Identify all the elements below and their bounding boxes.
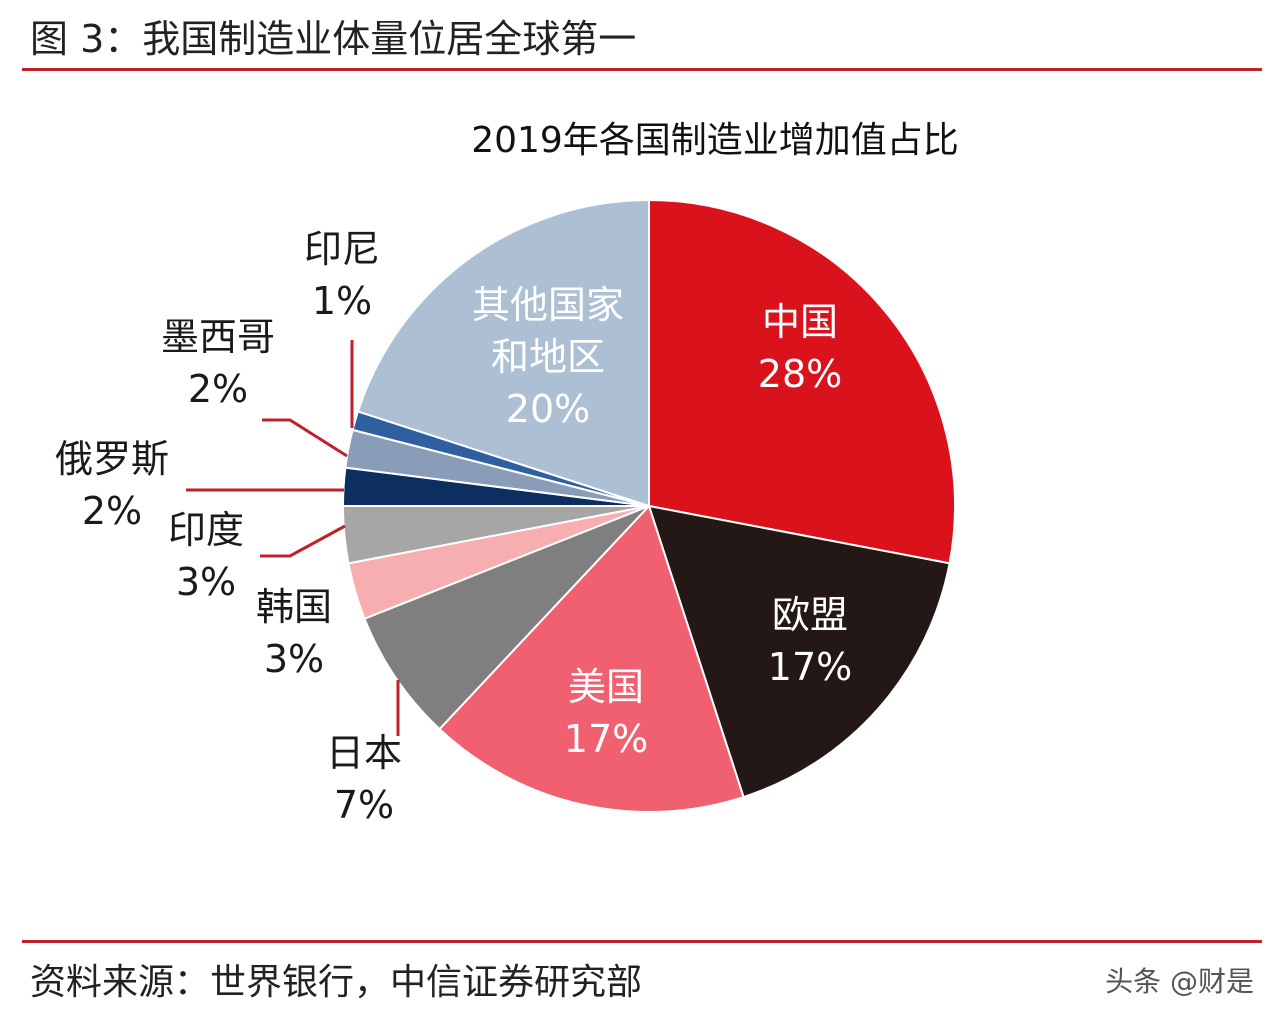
slice-name-6: 俄罗斯 [55, 437, 169, 481]
slice-label-7: 墨西哥 2% [161, 315, 275, 411]
slice-label-6: 俄罗斯 2% [55, 437, 169, 533]
bottom-divider [22, 940, 1262, 943]
slice-label-3: 日本 7% [326, 731, 402, 827]
slice-name-7: 墨西哥 [161, 315, 275, 359]
slice-percent-9: 20% [506, 387, 590, 431]
slice-percent-4: 3% [264, 637, 324, 681]
slice-percent-0: 28% [758, 352, 842, 396]
pie-slice-3 [363, 505, 650, 731]
pie-slice-1 [647, 504, 951, 799]
slice-name-1: 欧盟 [772, 593, 848, 637]
slice-name-3: 日本 [326, 731, 402, 775]
top-divider [22, 68, 1262, 71]
slice-percent-8: 1% [312, 279, 372, 323]
leader-line-7 [262, 418, 348, 458]
slice-percent-5: 3% [176, 560, 236, 604]
slice-percent-2: 17% [564, 717, 648, 761]
slice-percent-3: 7% [334, 783, 394, 827]
slice-name-9: 和地区 [491, 335, 605, 379]
pie-slices [341, 198, 956, 813]
pie-slice-9 [356, 198, 650, 508]
pie-chart: 2019年各国制造业增加值占比 中国 28%欧盟 17%美国 17%日本 7%韩国 3%印… [55, 120, 959, 827]
slice-name-8: 印尼 [304, 227, 380, 271]
slice-name-0: 中国 [762, 300, 838, 344]
slice-label-8: 印尼 1% [304, 227, 380, 323]
slice-label-4: 韩国 3% [256, 585, 332, 681]
leader-lines [186, 340, 400, 736]
slice-name-2: 美国 [568, 665, 644, 709]
slice-labels: 中国 28% 欧盟 17% 美国 17% 日本 7% 韩国 3% 印度 3% 俄罗斯 2% 墨西哥 2% 印尼 1… [55, 227, 852, 827]
slice-label-5: 印度 3% [168, 508, 244, 604]
slice-percent-7: 2% [188, 367, 248, 411]
leader-line-5 [260, 524, 346, 558]
slice-name-9: 其他国家 [472, 283, 624, 327]
pie-slice-0 [648, 198, 956, 565]
slice-label-0: 中国 28% [758, 300, 842, 396]
watermark: 头条 @财是 [1105, 965, 1254, 998]
pie-slice-2 [438, 504, 745, 813]
slice-percent-6: 2% [82, 489, 142, 533]
slice-label-1: 欧盟 17% [768, 593, 852, 689]
chart-title: 2019年各国制造业增加值占比 [471, 120, 959, 161]
slice-name-5: 印度 [168, 508, 244, 552]
slice-name-4: 韩国 [256, 585, 332, 629]
slice-label-9: 其他国家和地区 20% [472, 283, 624, 431]
slice-label-2: 美国 17% [564, 665, 648, 761]
figure-title: 图 3：我国制造业体量位居全球第一 [30, 17, 637, 61]
source-note: 资料来源：世界银行，中信证券研究部 [30, 962, 643, 1003]
slice-percent-1: 17% [768, 645, 852, 689]
